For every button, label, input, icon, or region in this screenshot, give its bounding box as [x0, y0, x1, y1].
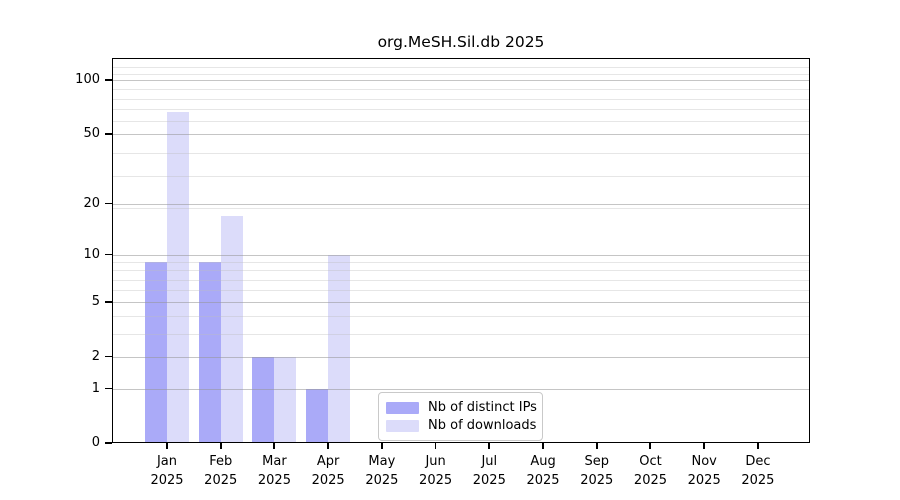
legend: Nb of distinct IPs Nb of downloads — [378, 392, 543, 441]
x-tick-mark — [219, 443, 222, 449]
x-tick-label: May 2025 — [365, 454, 399, 488]
bar-distinct-ips — [306, 388, 329, 443]
bar-downloads — [220, 215, 243, 443]
minor-gridline — [112, 89, 810, 91]
x-tick-mark — [166, 443, 168, 449]
x-tick-mark — [380, 443, 383, 449]
y-tick-label: 1 — [91, 380, 100, 396]
y-tick-mark — [105, 79, 112, 81]
legend-row-downloads: Nb of downloads — [386, 418, 537, 433]
x-tick-mark — [756, 443, 759, 449]
legend-row-distinct-ips: Nb of distinct IPs — [386, 400, 537, 415]
bar-distinct-ips — [198, 262, 221, 443]
x-tick-label: Feb 2025 — [204, 454, 238, 488]
x-tick-label: Dec 2025 — [741, 454, 775, 488]
y-tick-label: 50 — [83, 125, 100, 141]
y-tick-label: 0 — [91, 435, 100, 450]
x-tick-mark — [542, 443, 544, 449]
major-gridline — [112, 203, 810, 205]
minor-gridline — [112, 121, 810, 123]
legend-label-distinct-ips: Nb of distinct IPs — [428, 400, 537, 415]
x-tick-label: Mar 2025 — [257, 454, 291, 488]
major-gridline — [112, 302, 810, 304]
distinct-ips-swatch-icon — [386, 401, 419, 414]
y-tick-mark — [105, 253, 112, 256]
bar-distinct-ips — [252, 356, 275, 443]
x-tick-label: Nov 2025 — [687, 454, 721, 488]
minor-gridline — [112, 262, 810, 263]
x-tick-label: Apr 2025 — [311, 454, 345, 488]
y-tick-label: 5 — [91, 294, 100, 310]
y-tick-mark — [105, 301, 112, 303]
x-tick-mark — [488, 443, 491, 449]
minor-gridline — [112, 279, 810, 281]
major-gridline — [112, 388, 810, 390]
y-tick-label: 20 — [83, 195, 100, 211]
chart-title: org.MeSH.Sil.db 2025 — [377, 33, 545, 51]
minor-gridline — [112, 109, 810, 111]
major-gridline — [112, 356, 810, 358]
bar-downloads — [274, 356, 297, 443]
y-tick-label: 2 — [91, 348, 100, 364]
legend-label-downloads: Nb of downloads — [428, 418, 537, 433]
x-tick-label: Sep 2025 — [580, 454, 614, 488]
y-tick-mark — [105, 132, 112, 135]
minor-gridline — [112, 290, 810, 292]
y-tick-mark — [105, 387, 112, 390]
y-tick-mark — [105, 355, 112, 358]
minor-gridline — [112, 153, 810, 155]
x-tick-label: Jun 2025 — [419, 454, 453, 488]
x-tick-mark — [703, 443, 705, 449]
x-tick-label: Oct 2025 — [633, 454, 668, 488]
y-tick-mark — [105, 442, 112, 444]
minor-gridline — [112, 98, 810, 100]
bar-downloads — [167, 112, 189, 443]
major-gridline — [112, 133, 810, 135]
y-tick-label: 100 — [75, 72, 100, 88]
minor-gridline — [112, 73, 810, 75]
minor-gridline — [112, 334, 810, 336]
x-tick-mark — [649, 443, 652, 449]
x-tick-mark — [273, 443, 276, 449]
x-tick-label: Aug 2025 — [526, 454, 560, 488]
minor-gridline — [112, 270, 810, 272]
downloads-swatch-icon — [386, 419, 419, 432]
y-tick-label: 10 — [83, 246, 100, 262]
x-tick-mark — [327, 443, 329, 449]
major-gridline — [112, 254, 810, 256]
minor-gridline — [112, 316, 810, 318]
x-tick-mark — [434, 443, 437, 449]
major-gridline — [112, 80, 810, 82]
minor-gridline — [112, 66, 810, 68]
x-tick-label: Jul 2025 — [472, 454, 506, 488]
x-tick-label: Jan 2025 — [150, 454, 184, 488]
y-tick-mark — [105, 202, 112, 205]
bar-distinct-ips — [145, 262, 167, 443]
x-tick-mark — [595, 443, 598, 449]
bar-downloads — [328, 254, 351, 443]
minor-gridline — [112, 175, 810, 177]
minor-gridline — [112, 207, 810, 209]
